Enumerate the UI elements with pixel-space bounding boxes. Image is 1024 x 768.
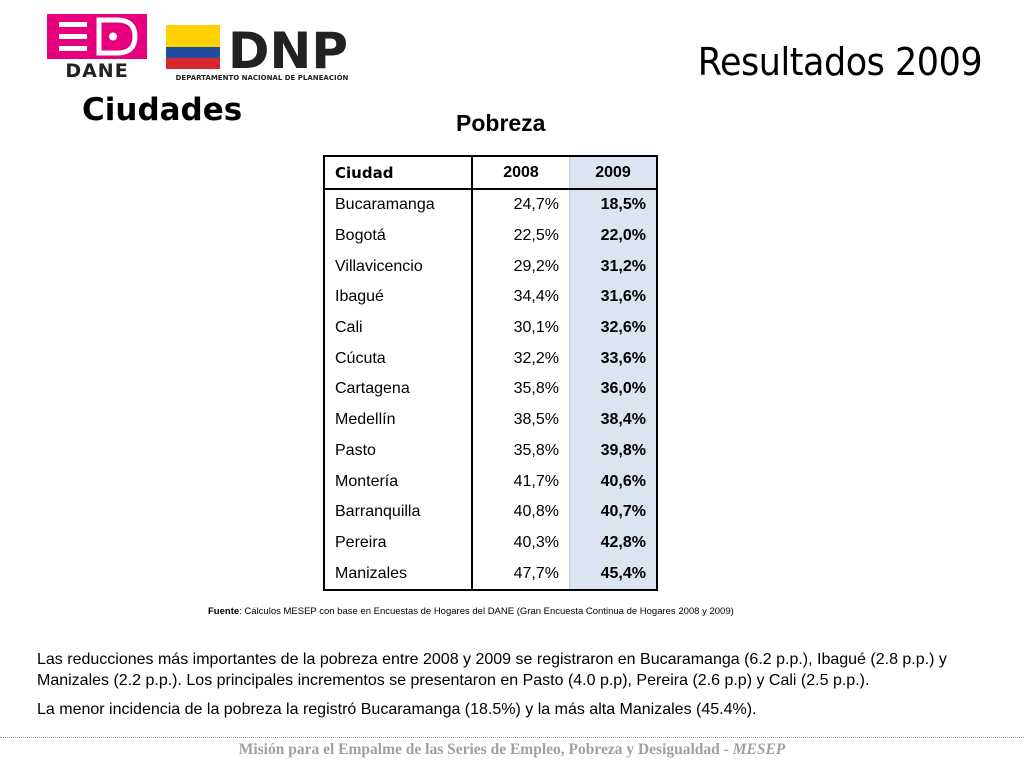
cell-2008: 22,5% [513, 227, 559, 245]
cell-2008: 40,3% [513, 533, 559, 551]
cell-city: Villavicencio [324, 251, 473, 283]
cell-2009: 31,6% [569, 282, 657, 313]
table-title: Pobreza [456, 110, 546, 136]
dane-logo: DANE [47, 14, 147, 82]
cell-2008: 29,2% [513, 257, 559, 275]
cell-2009: 31,2% [569, 251, 657, 283]
cell-city: Barranquilla [324, 496, 473, 528]
cell-2009: 45,4% [569, 558, 657, 590]
table-row: Montería 41,7% 40,6% [324, 466, 657, 497]
cell-2008: 35,8% [513, 380, 559, 398]
cell-city: Medellín [324, 404, 473, 436]
table-row: Medellín 38,5% 38,4% [324, 404, 657, 436]
cell-city: Pasto [324, 435, 473, 467]
table-row: Barranquilla 40,8% 40,7% [324, 496, 657, 528]
cell-2009: 18,5% [569, 189, 657, 221]
cell-city: Montería [324, 466, 473, 497]
cell-2008: 38,5% [513, 411, 559, 429]
cell-2009: 42,8% [569, 527, 657, 559]
footer-text: Misión para el Empalme de las Series de … [238, 741, 733, 758]
cell-2008: 24,7% [513, 196, 559, 214]
table-row: Pereira 40,3% 42,8% [324, 527, 657, 559]
cell-2009: 39,8% [569, 435, 657, 467]
cell-city: Pereira [324, 527, 473, 559]
cell-2009: 32,6% [569, 312, 657, 344]
cell-city: Cúcuta [324, 343, 473, 375]
cell-2008: 34,4% [513, 288, 559, 306]
dnp-logo-text: DNP [228, 22, 348, 80]
header-2008: 2008 [472, 156, 570, 190]
cell-city: Manizales [324, 558, 473, 590]
cell-2009: 40,7% [569, 496, 657, 528]
table-row: Cartagena 35,8% 36,0% [324, 374, 657, 405]
paragraph-incidence: La menor incidencia de la pobreza la reg… [37, 701, 757, 718]
cell-2008: 47,7% [513, 564, 559, 582]
dane-logo-text: DANE [65, 60, 128, 80]
dnp-logo: DNP DEPARTAMENTO NACIONAL DE PLANEACIÓN [166, 21, 358, 83]
cell-city: Bucaramanga [324, 189, 473, 221]
dnp-logo-subtitle: DEPARTAMENTO NACIONAL DE PLANEACIÓN [176, 73, 349, 82]
table-row: Bucaramanga 24,7% 18,5% [324, 189, 657, 221]
cell-2008: 32,2% [513, 349, 559, 367]
slide-title: Resultados 2009 [697, 40, 983, 84]
poverty-table: Ciudad 2008 2009 Bucaramanga 24,7% 18,5% B… [323, 155, 658, 591]
table-row: Manizales 47,7% 45,4% [324, 558, 657, 590]
cell-2008: 40,8% [513, 503, 559, 521]
table-row: Bogotá 22,5% 22,0% [324, 220, 657, 252]
table-row: Villavicencio 29,2% 31,2% [324, 251, 657, 283]
cell-2009: 36,0% [569, 374, 657, 405]
cell-2009: 33,6% [569, 343, 657, 375]
table-header-row: Ciudad 2008 2009 [324, 156, 657, 190]
footer-divider [0, 737, 1024, 738]
table-row: Ibagué 34,4% 31,6% [324, 282, 657, 313]
cell-city: Ibagué [324, 282, 473, 313]
table-row: Cúcuta 32,2% 33,6% [324, 343, 657, 375]
footer-acronym: MESEP [732, 741, 786, 758]
header-2009: 2009 [569, 156, 657, 190]
footer: Misión para el Empalme de las Series de … [0, 741, 1024, 759]
cell-2009: 38,4% [569, 404, 657, 436]
cell-city: Bogotá [324, 220, 473, 252]
table-row: Cali 30,1% 32,6% [324, 312, 657, 344]
source-text: : Cálculos MESEP con base en Encuestas d… [239, 606, 734, 617]
table-row: Pasto 35,8% 39,8% [324, 435, 657, 467]
cell-city: Cartagena [324, 374, 473, 405]
cell-2009: 22,0% [569, 220, 657, 252]
section-title: Ciudades [82, 92, 243, 128]
cell-2008: 30,1% [513, 319, 559, 337]
header-ciudad: Ciudad [324, 156, 473, 190]
cell-2008: 41,7% [513, 472, 559, 490]
cell-2009: 40,6% [569, 466, 657, 497]
cell-2008: 35,8% [513, 441, 559, 459]
paragraph-reductions: Las reducciones más importantes de la po… [37, 651, 947, 689]
cell-city: Cali [324, 312, 473, 344]
source-label: Fuente [208, 606, 240, 617]
source-note: Fuente: Cálculos MESEP con base en Encue… [208, 606, 734, 617]
